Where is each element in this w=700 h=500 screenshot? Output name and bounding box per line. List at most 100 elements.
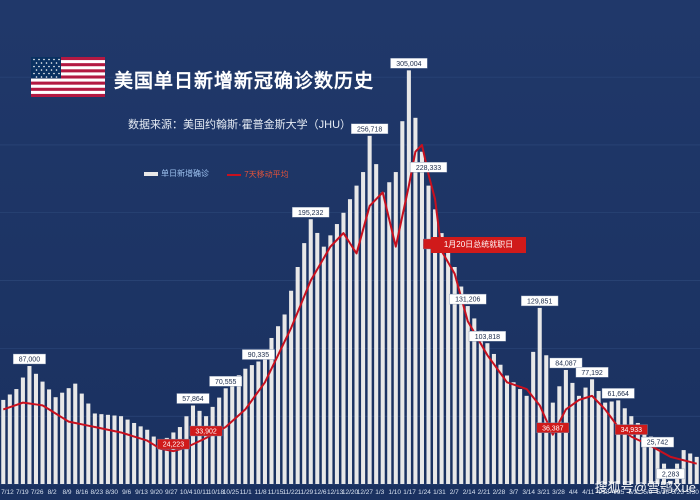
- us-flag-icon: [31, 57, 105, 97]
- data-label-text: 129,851: [527, 299, 552, 306]
- data-source: 数据来源：美国约翰斯·霍普金斯大学（JHU）: [128, 119, 352, 131]
- daily-bar: [171, 432, 176, 484]
- data-label-text: 2,283: [662, 472, 680, 479]
- daily-bar: [334, 224, 339, 485]
- daily-bar: [7, 394, 12, 484]
- daily-bar: [112, 415, 117, 484]
- data-label: 305,004: [390, 58, 428, 69]
- daily-bar: [92, 413, 97, 484]
- daily-bar: [498, 364, 503, 484]
- daily-bar: [73, 383, 78, 484]
- data-label-text: 25,742: [647, 440, 669, 447]
- daily-bar: [276, 326, 281, 484]
- x-tick-label: 4/4: [569, 489, 578, 496]
- x-tick-label: 8/23: [90, 489, 103, 496]
- daily-bar: [583, 387, 588, 484]
- x-tick-label: 11/29: [297, 489, 313, 496]
- data-label-text: 305,004: [396, 61, 421, 68]
- daily-bar: [289, 290, 294, 484]
- daily-bar: [53, 397, 58, 484]
- daily-bar: [491, 353, 496, 484]
- data-label-text: 228,333: [416, 165, 441, 172]
- data-label-box: [468, 331, 506, 342]
- daily-bar: [256, 361, 261, 484]
- data-label-box: [12, 353, 46, 365]
- daily-bar: [230, 381, 235, 484]
- daily-bar: [119, 416, 124, 484]
- daily-bar: [576, 395, 581, 484]
- daily-bar: [531, 351, 536, 484]
- data-label-box: [156, 438, 190, 450]
- x-tick-label: 1/31: [433, 489, 446, 496]
- x-tick-label: 1/24: [418, 489, 431, 496]
- daily-bar: [236, 375, 241, 484]
- daily-bar: [557, 386, 562, 484]
- daily-bar: [419, 151, 424, 484]
- x-tick-label: 3/7: [509, 489, 518, 496]
- data-label-text: 195,232: [298, 210, 323, 217]
- x-tick-label: 9/6: [122, 489, 131, 496]
- data-label: 36,387: [536, 422, 570, 433]
- x-tick-label: 11/1: [240, 489, 253, 496]
- x-tick-label: 5/23: [671, 489, 684, 496]
- daily-bar: [269, 337, 274, 484]
- daily-bar: [125, 419, 130, 484]
- data-label-text: 33,902: [195, 429, 217, 436]
- daily-bar: [550, 402, 555, 485]
- x-tick-label: 10/4: [180, 489, 193, 496]
- x-tick-label: 3/14: [522, 489, 535, 496]
- daily-bar: [40, 381, 45, 484]
- x-tick-label: 7/19: [16, 489, 29, 496]
- x-tick-label: 1/10: [388, 489, 401, 496]
- daily-bar: [145, 429, 150, 484]
- daily-bar: [367, 135, 372, 484]
- legend-label-average: 7天移动平均: [244, 170, 289, 179]
- daily-bar: [184, 416, 189, 484]
- daily-bar: [27, 366, 32, 484]
- daily-bar: [478, 330, 483, 484]
- daily-bar: [518, 389, 523, 484]
- data-label-box: [656, 468, 685, 480]
- daily-bar: [204, 416, 209, 484]
- daily-bar: [688, 453, 693, 484]
- data-label-box: [241, 349, 275, 360]
- legend-swatch-bars: [144, 171, 158, 176]
- daily-bar: [380, 192, 385, 484]
- daily-bar: [217, 397, 222, 484]
- daily-bar: [459, 286, 464, 484]
- daily-bar: [433, 209, 438, 485]
- data-label-box: [189, 425, 223, 437]
- daily-bar: [60, 392, 65, 484]
- daily-bar: [485, 343, 490, 484]
- legend-label-daily: 单日新增确诊: [161, 169, 209, 178]
- data-label-text: 103,818: [475, 334, 500, 341]
- daily-bars: [1, 70, 699, 485]
- data-label: 90,335: [241, 349, 275, 360]
- daily-bar: [406, 70, 411, 484]
- data-label-text: 256,718: [357, 126, 382, 133]
- daily-bar: [66, 388, 71, 484]
- daily-bar: [158, 443, 163, 484]
- data-label-box: [209, 376, 243, 387]
- daily-bar: [590, 379, 595, 484]
- daily-bar: [681, 450, 686, 484]
- x-tick-label: 5/2: [628, 489, 637, 496]
- x-tick-label: 2/14: [463, 489, 476, 496]
- data-label-text: 84,087: [555, 361, 577, 368]
- daily-bar: [439, 233, 444, 484]
- data-label-box: [409, 162, 448, 173]
- daily-bar: [642, 429, 647, 484]
- x-tick-label: 10/11: [193, 489, 209, 496]
- data-label: 2,283: [656, 468, 685, 480]
- daily-bar: [570, 382, 575, 484]
- daily-bar: [308, 219, 313, 484]
- data-label-text: 87,000: [19, 357, 41, 364]
- moving-average: [2, 143, 697, 465]
- data-label: 25,742: [641, 436, 674, 448]
- x-tick-label: 9/27: [165, 489, 178, 496]
- daily-bar: [315, 232, 320, 484]
- daily-bar: [635, 422, 640, 484]
- daily-bar: [14, 389, 19, 484]
- data-label-text: 61,664: [607, 391, 629, 398]
